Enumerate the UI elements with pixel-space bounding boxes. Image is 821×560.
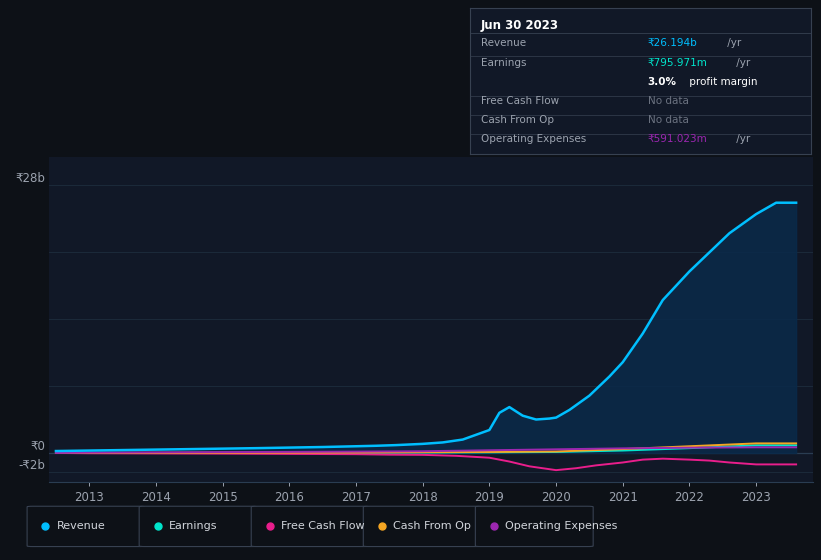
Text: Operating Expenses: Operating Expenses bbox=[480, 134, 586, 143]
FancyBboxPatch shape bbox=[475, 506, 593, 547]
Text: -₹2b: -₹2b bbox=[19, 459, 45, 472]
Text: Jun 30 2023: Jun 30 2023 bbox=[480, 18, 558, 31]
FancyBboxPatch shape bbox=[27, 506, 144, 547]
Text: Free Cash Flow: Free Cash Flow bbox=[281, 521, 365, 531]
Text: Operating Expenses: Operating Expenses bbox=[505, 521, 617, 531]
Text: /yr: /yr bbox=[733, 134, 750, 143]
FancyBboxPatch shape bbox=[363, 506, 481, 547]
Text: Revenue: Revenue bbox=[480, 38, 525, 48]
Text: Cash From Op: Cash From Op bbox=[393, 521, 471, 531]
FancyBboxPatch shape bbox=[140, 506, 257, 547]
Text: Revenue: Revenue bbox=[57, 521, 106, 531]
Text: No data: No data bbox=[648, 115, 689, 125]
Text: 3.0%: 3.0% bbox=[648, 77, 677, 87]
Text: profit margin: profit margin bbox=[686, 77, 757, 87]
Text: Free Cash Flow: Free Cash Flow bbox=[480, 96, 559, 106]
Text: /yr: /yr bbox=[724, 38, 741, 48]
Text: ₹0: ₹0 bbox=[30, 440, 45, 453]
Text: No data: No data bbox=[648, 96, 689, 106]
Text: ₹26.194b: ₹26.194b bbox=[648, 38, 697, 48]
Text: ₹795.971m: ₹795.971m bbox=[648, 58, 708, 68]
Text: Earnings: Earnings bbox=[480, 58, 526, 68]
Text: ₹591.023m: ₹591.023m bbox=[648, 134, 708, 143]
Text: /yr: /yr bbox=[733, 58, 750, 68]
Text: Cash From Op: Cash From Op bbox=[480, 115, 553, 125]
Text: Earnings: Earnings bbox=[169, 521, 218, 531]
FancyBboxPatch shape bbox=[251, 506, 369, 547]
Text: ₹28b: ₹28b bbox=[16, 172, 45, 185]
